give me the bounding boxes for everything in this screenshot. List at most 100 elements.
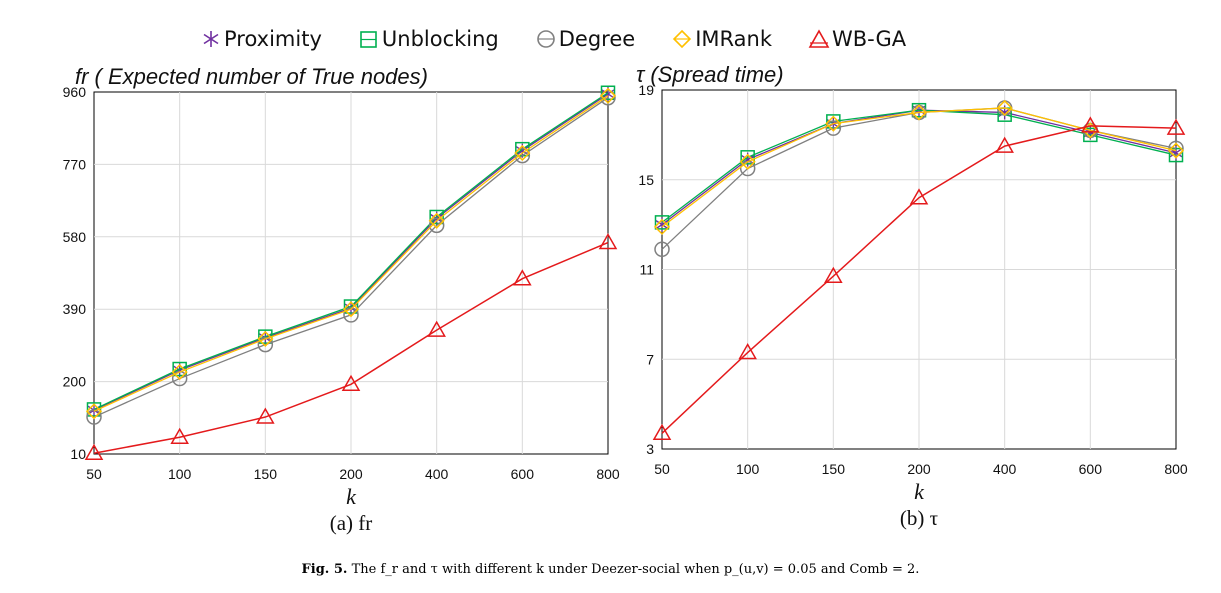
chart-a-imrank-series <box>85 87 617 420</box>
chart-a-wb-ga-point-1 <box>170 427 189 444</box>
circle-marker-icon <box>536 30 555 48</box>
chart-a-imrank-point-5 <box>514 144 531 162</box>
chart-a-xlabel: k <box>346 484 357 509</box>
chart-a-imrank-point-6 <box>599 87 617 104</box>
chart-b-imrank-series <box>653 99 1185 235</box>
chart-a-xtick-2: 150 <box>254 466 278 482</box>
figure-caption-label: Fig. 5. <box>301 562 348 577</box>
chart-b-title: τ (Spread time) <box>636 62 784 87</box>
chart-b-xtick-5: 600 <box>1079 461 1103 477</box>
legend-item-degree: Degree <box>535 27 635 51</box>
square-marker-icon <box>360 31 377 48</box>
chart-a-title: fr ( Expected number of True nodes) <box>75 64 428 89</box>
chart-b-wb-ga-series <box>652 116 1186 441</box>
chart-a-wb-ga-point-3 <box>341 374 361 392</box>
chart-a-wb-ga-series <box>84 233 618 460</box>
chart-b-xtick-4: 400 <box>993 461 1017 477</box>
chart-b-xtick-2: 150 <box>822 461 846 477</box>
chart-b-imrank-point-6 <box>1167 142 1185 159</box>
chart-b-ytick-0: 3 <box>646 441 654 457</box>
chart-a-ytick-4: 770 <box>63 156 87 172</box>
chart-a-xtick-1: 100 <box>168 466 192 482</box>
chart-a-xtick-0: 50 <box>86 466 102 482</box>
legend-label-proximity: Proximity <box>224 27 322 51</box>
legend-item-unblocking: Unblocking <box>358 27 499 51</box>
chart-b-wb-ga-point-3 <box>909 188 929 205</box>
chart-b-imrank-point-4 <box>996 99 1013 117</box>
chart-a-imrank-point-4 <box>428 212 445 229</box>
chart-a-wb-ga-point-4 <box>427 320 446 337</box>
chart-b-wb-ga-line <box>661 125 1177 434</box>
chart-b-imrank-point-1 <box>739 153 756 170</box>
triangle-marker-icon <box>808 29 830 48</box>
chart-b-xlabel: k <box>914 479 925 504</box>
chart-a-degree-point-0 <box>86 409 102 425</box>
chart-b-unblocking-point-6 <box>1168 147 1184 163</box>
chart-b-spread-time: 3 7 11 15 19 50 100 150 200 400 600 800 k(b) τ τ (Spr… <box>636 62 1188 530</box>
chart-a-sublabel: (a) fr <box>330 511 373 535</box>
chart-b-imrank-point-5 <box>1082 122 1099 139</box>
chart-a-unblocking-point-6 <box>600 85 616 101</box>
chart-b-unblocking-series <box>654 102 1184 230</box>
diamond-marker-icon <box>673 29 692 49</box>
figure-caption: Fig. 5. The f_r and τ with different k u… <box>0 562 1221 577</box>
chart-b-unblocking-line <box>661 109 1177 223</box>
chart-b-degree-point-0 <box>654 241 670 258</box>
chart-a-unblocking-point-4 <box>429 209 444 225</box>
chart-b-wb-ga-point-5 <box>1081 116 1100 133</box>
chart-a-xtick-5: 600 <box>511 466 535 482</box>
chart-a-ytick-1: 200 <box>63 374 87 390</box>
chart-a-ytick-5: 960 <box>63 84 87 100</box>
legend-label-unblocking: Unblocking <box>381 27 499 51</box>
chart-b-imrank-point-2 <box>825 115 842 132</box>
chart-a-imrank-point-3 <box>342 301 360 318</box>
chart-a-xtick-4: 400 <box>425 466 449 482</box>
chart-a-degree-point-6 <box>600 89 616 106</box>
chart-a-wb-ga-point-2 <box>256 407 275 424</box>
chart-a-unblocking-point-0 <box>86 402 102 417</box>
chart-b-xtick-0: 50 <box>654 461 670 477</box>
legend-item-wb-ga: WB-GA <box>808 27 906 51</box>
chart-b-wb-ga-point-1 <box>738 343 757 360</box>
chart-a-imrank-point-1 <box>171 364 188 381</box>
chart-a-degree-point-2 <box>257 336 274 353</box>
chart-legend: Proximity Unblocking Degree IMRank WB-GA <box>200 24 906 54</box>
chart-b-ytick-3: 15 <box>638 172 654 188</box>
asterisk-marker-icon <box>203 31 219 47</box>
chart-a-imrank-point-0 <box>85 403 103 420</box>
chart-b-wb-ga-point-2 <box>824 266 843 283</box>
chart-b-imrank-point-0 <box>653 218 671 235</box>
legend-label-wb-ga: WB-GA <box>831 27 907 51</box>
chart-b-unblocking-point-1 <box>740 150 755 165</box>
chart-a-ytick-3: 580 <box>63 229 87 245</box>
chart-b-degree-point-2 <box>825 120 842 136</box>
chart-a-degree-point-4 <box>428 217 445 234</box>
chart-a-wb-ga-point-6 <box>598 233 618 250</box>
chart-b-wb-ga-point-0 <box>652 423 672 441</box>
legend-item-imrank: IMRank <box>671 27 772 51</box>
chart-a-ytick-0: 10 <box>70 446 86 462</box>
chart-b-imrank-point-3 <box>910 104 928 121</box>
chart-a-xtick-3: 200 <box>339 466 363 482</box>
chart-b-wb-ga-point-4 <box>995 136 1014 153</box>
chart-b-xtick-1: 100 <box>736 461 760 477</box>
chart-a-imrank-line <box>93 95 609 412</box>
chart-b-unblocking-point-5 <box>1083 127 1098 143</box>
chart-b-xtick-6: 800 <box>1164 461 1188 477</box>
chart-b-ytick-4: 19 <box>638 82 654 98</box>
figure-caption-text: The f_r and τ with different k under Dee… <box>351 562 920 577</box>
chart-a-unblocking-point-3 <box>343 299 359 314</box>
legend-item-proximity: Proximity <box>200 27 322 51</box>
chart-b-imrank-line <box>661 107 1177 228</box>
chart-a-degree-point-3 <box>343 307 359 323</box>
chart-a-ytick-2: 390 <box>63 301 87 317</box>
chart-a-imrank-point-2 <box>257 330 274 347</box>
chart-b-ytick-1: 7 <box>646 351 654 367</box>
chart-a-xtick-6: 800 <box>596 466 620 482</box>
chart-a-fr: 10 200 390 580 770 960 50 100 150 200 400 600 800 k(a… <box>63 64 620 535</box>
chart-b-ytick-2: 11 <box>639 262 654 278</box>
chart-a-wb-ga-point-5 <box>513 269 532 286</box>
legend-label-imrank: IMRank <box>695 27 772 51</box>
chart-b-sublabel: (b) τ <box>900 506 938 530</box>
